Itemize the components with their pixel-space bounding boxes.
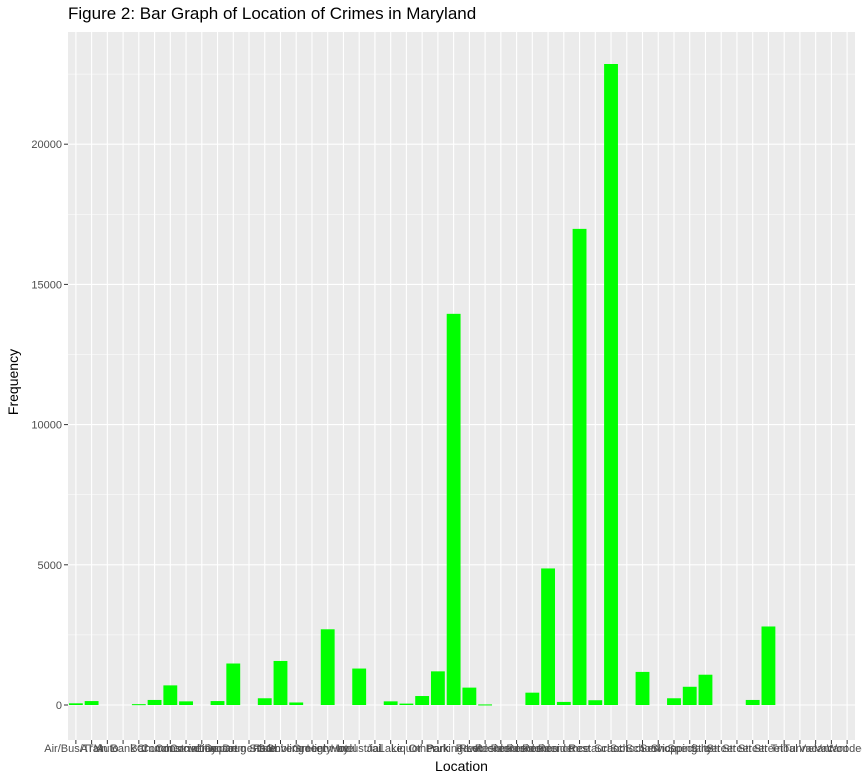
- y-tick-label: 0: [56, 700, 62, 712]
- bar: [352, 668, 367, 705]
- y-axis-title: Frequency: [5, 349, 21, 415]
- x-tick-label: Lake: [379, 743, 403, 755]
- bar: [635, 671, 650, 705]
- bar: [131, 704, 146, 706]
- x-tick-label: Jail: [367, 743, 384, 755]
- x-tick-label: Drug Store: [222, 743, 275, 755]
- x-tick-label: Tribal: [771, 743, 798, 755]
- bar: [430, 671, 445, 705]
- bar: [541, 568, 555, 705]
- bar: [68, 703, 83, 705]
- x-tick-label: Street: [738, 743, 767, 755]
- x-tick-label: Hotel: [331, 743, 357, 755]
- bar: [383, 701, 398, 705]
- bar: [682, 686, 697, 705]
- bar: [478, 704, 493, 706]
- x-tick-label: Street: [691, 743, 720, 755]
- bar: [163, 685, 178, 705]
- x-axis-title: Location: [435, 758, 488, 774]
- x-tick-label: Shopping: [651, 743, 698, 755]
- x-tick-label: Bank: [111, 743, 137, 755]
- x-tick-label: Street: [722, 743, 751, 755]
- x-tick-label: School: [594, 743, 628, 755]
- bar: [226, 663, 241, 705]
- x-tick-label: Commercial: [141, 743, 200, 755]
- bar: [667, 698, 681, 705]
- bar: [257, 698, 272, 705]
- x-tick-label: Air/Bus/Train: [44, 743, 107, 755]
- y-axis: 0 5000 10000 15000 20000: [31, 139, 68, 712]
- x-tick-label: School: [626, 743, 660, 755]
- x-tick-label: Grocery: [292, 743, 332, 755]
- x-tick-label: Residence: [522, 743, 574, 755]
- x-tick-label: Residence: [475, 743, 527, 755]
- x-tick-label: Residence: [506, 743, 558, 755]
- x-tick-label: Restaurant: [568, 743, 622, 755]
- y-tick-label: 5000: [38, 560, 62, 572]
- x-tick-label: Government: [266, 743, 327, 755]
- bar: [604, 64, 618, 705]
- bar: [745, 699, 760, 705]
- x-tick-label: Street: [754, 743, 783, 755]
- x-tick-label: Other: [408, 743, 436, 755]
- bar: [525, 692, 540, 705]
- x-tick-label: School: [610, 743, 644, 755]
- x-tick-label: Daycare: [197, 743, 238, 755]
- x-tick-label: Wooded: [827, 743, 862, 755]
- bar: [761, 626, 776, 705]
- x-tick-label: Department: [205, 743, 262, 755]
- bar: [273, 660, 288, 705]
- x-axis: Air/Bus/TrainATMAutoBankBarChurchCommerc…: [44, 740, 862, 755]
- x-tick-label: Rest: [568, 743, 591, 755]
- x-tick-label: Specialty: [667, 743, 712, 755]
- bars-group: [68, 64, 776, 706]
- bar: [415, 696, 430, 705]
- x-tick-label: Residence: [538, 743, 590, 755]
- bar: [462, 687, 477, 705]
- x-tick-label: Residence: [491, 743, 543, 755]
- y-tick-label: 20000: [31, 139, 62, 151]
- bar: [320, 629, 335, 705]
- x-tick-label: Service: [640, 743, 677, 755]
- bar: [84, 701, 99, 705]
- bar: [556, 701, 571, 705]
- bar: [147, 699, 162, 705]
- x-tick-label: Construction: [155, 743, 217, 755]
- bar: [588, 700, 603, 705]
- bar: [179, 701, 193, 705]
- x-tick-label: Church: [137, 743, 172, 755]
- y-tick-label: 10000: [31, 420, 62, 432]
- major-gridlines: [68, 32, 855, 740]
- x-tick-label: Auto: [96, 743, 119, 755]
- bar: [572, 228, 587, 705]
- x-tick-label: Park: [427, 743, 450, 755]
- x-tick-label: Vacant: [799, 743, 832, 755]
- x-tick-label: Convenience: [170, 743, 234, 755]
- x-tick-label: Highway: [307, 743, 350, 755]
- chart-title: Figure 2: Bar Graph of Location of Crime…: [68, 4, 477, 23]
- x-tick-label: Pawn: [456, 743, 484, 755]
- x-tick-label: Bar: [130, 743, 147, 755]
- plot-panel: [68, 32, 855, 740]
- bar: [289, 702, 304, 705]
- x-tick-label: Street: [707, 743, 736, 755]
- minor-gridlines: [68, 73, 855, 636]
- x-tick-label: Residence: [459, 743, 511, 755]
- x-tick-label: Vacant: [815, 743, 848, 755]
- y-tick-label: 15000: [31, 279, 62, 291]
- x-tick-label: Gambling: [257, 743, 304, 755]
- x-tick-label: Liquor: [391, 743, 422, 755]
- bar: [399, 703, 414, 705]
- x-tick-label: Industrial: [337, 743, 382, 755]
- x-tick-label: Field: [253, 743, 277, 755]
- bar: [446, 313, 461, 705]
- x-tick-label: ATM: [80, 743, 102, 755]
- x-tick-label: Parking Lot: [426, 743, 482, 755]
- bar: [698, 674, 713, 705]
- x-tick-label: Tunnel: [783, 743, 816, 755]
- bar: [210, 701, 225, 705]
